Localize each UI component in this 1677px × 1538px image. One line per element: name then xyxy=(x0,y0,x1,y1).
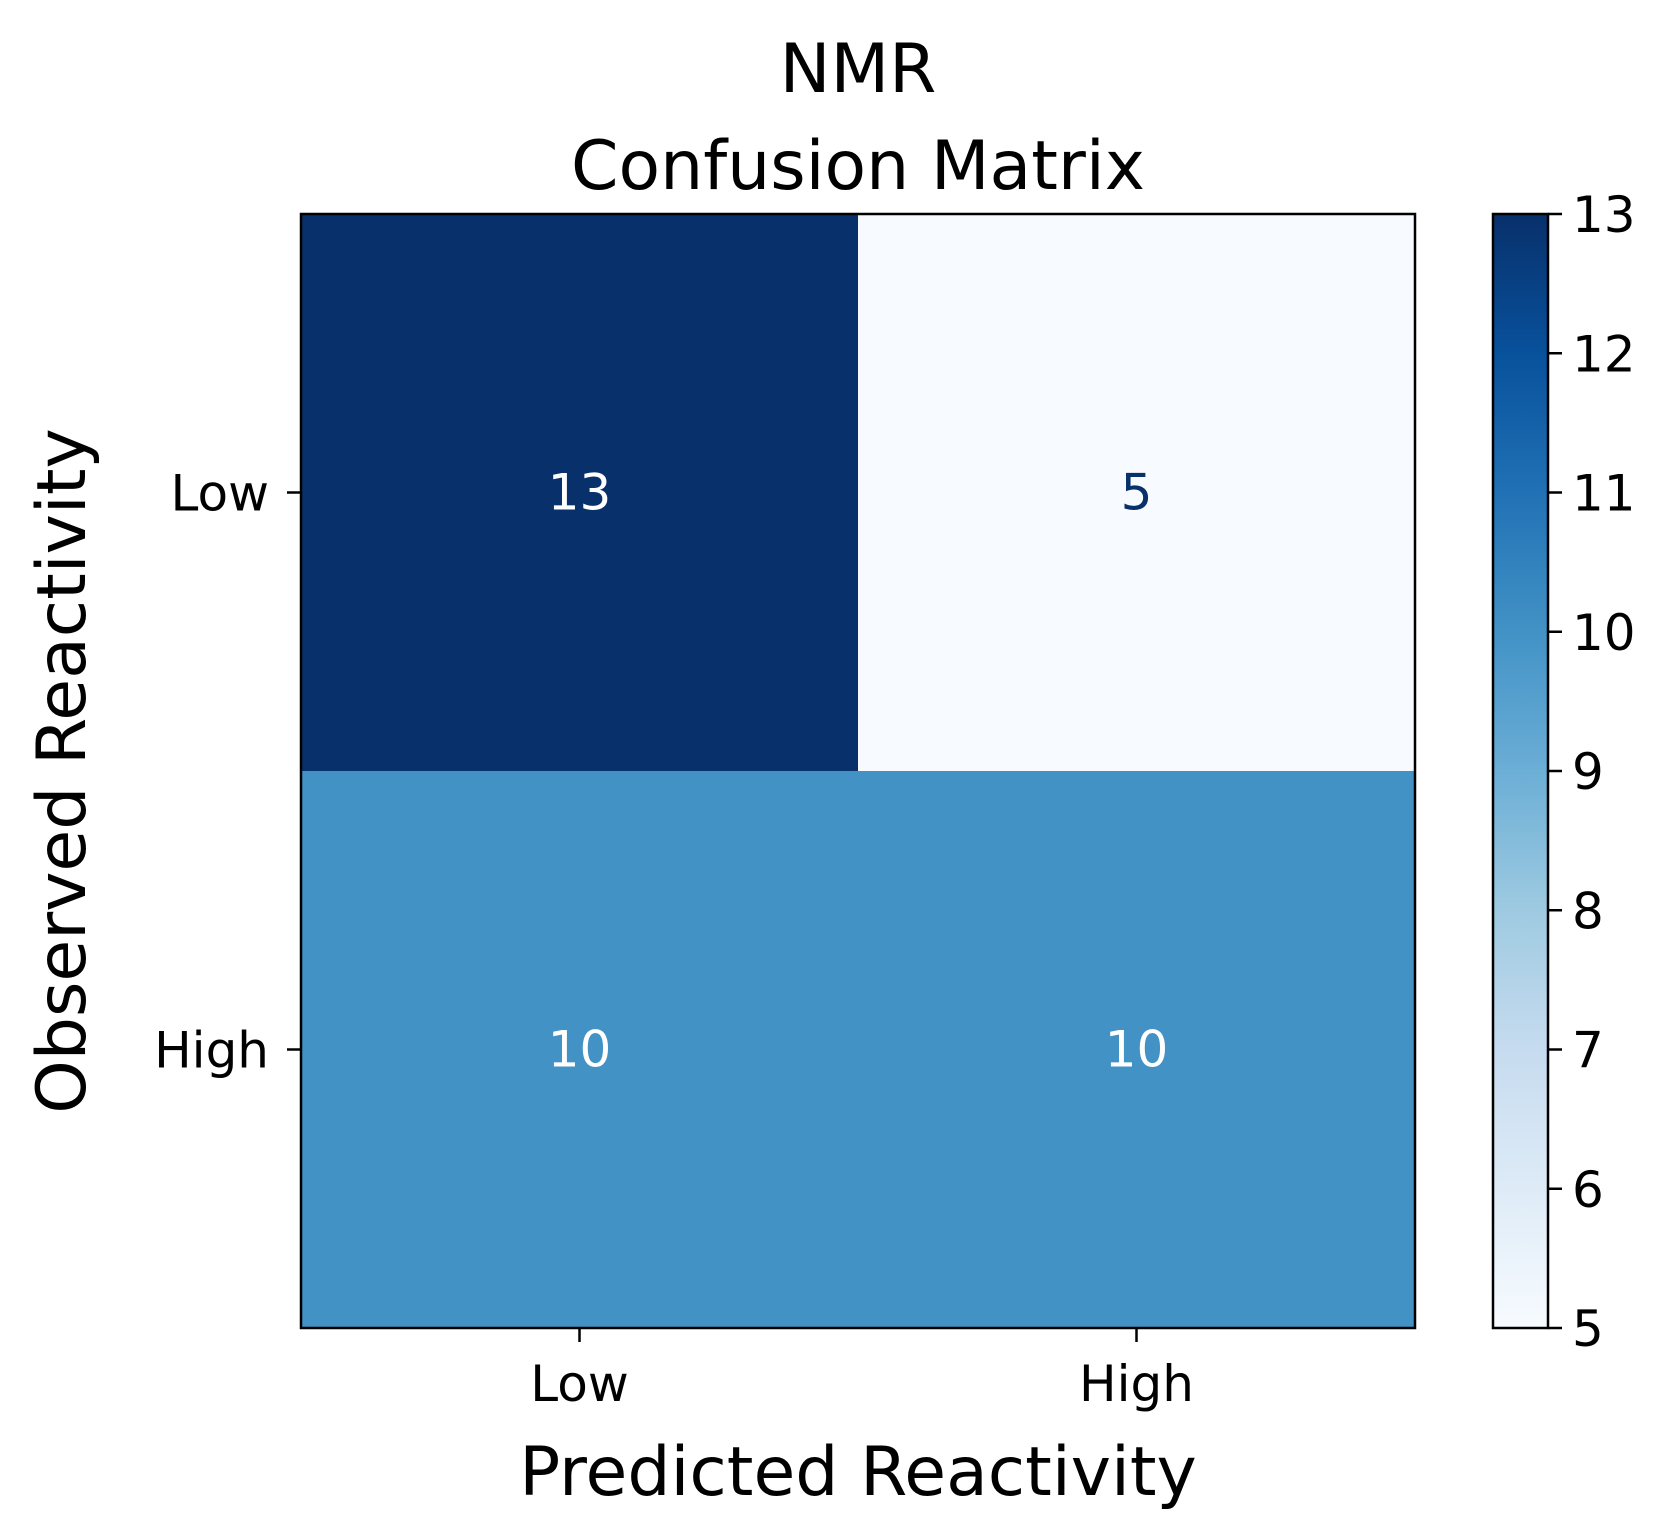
colorbar-tick-label: 7 xyxy=(1572,1022,1604,1080)
x-axis-label: Predicted Reactivity xyxy=(519,1433,1197,1512)
cell-value-label: 13 xyxy=(548,464,612,522)
colorbar xyxy=(1491,212,1550,1330)
x-tick-label: High xyxy=(1079,1355,1194,1413)
colorbar-tick-label: 5 xyxy=(1572,1300,1604,1358)
colorbar-tick-label: 12 xyxy=(1572,325,1636,383)
heatmap-cell xyxy=(858,214,1416,772)
x-tick-label: Low xyxy=(530,1355,628,1413)
chart-title-line-1: NMR xyxy=(780,30,937,109)
heatmap-cell xyxy=(301,214,859,772)
heatmap-cells xyxy=(301,214,1416,1329)
colorbar-tick-label: 11 xyxy=(1572,465,1636,523)
cell-value-label: 10 xyxy=(1105,1021,1169,1079)
y-axis-label: Observed Reactivity xyxy=(23,428,102,1113)
colorbar-tick-label: 10 xyxy=(1572,604,1636,662)
cell-value-label: 5 xyxy=(1121,464,1153,522)
cell-value-label: 10 xyxy=(548,1021,612,1079)
colorbar-tick-label: 9 xyxy=(1572,743,1604,801)
heatmap-cell xyxy=(858,771,1416,1329)
colorbar-tick-label: 13 xyxy=(1572,186,1636,244)
colorbar-tick-label: 8 xyxy=(1572,882,1604,940)
colorbar-tick-label: 6 xyxy=(1572,1161,1604,1219)
colorbar-ticks: 5 6 7 8 9 10 11 12 13 xyxy=(1548,186,1636,1358)
chart-title-line-2: Confusion Matrix xyxy=(571,127,1145,206)
heatmap-cell-labels: 13 5 10 10 xyxy=(548,464,1169,1079)
plot-frame xyxy=(299,212,1417,1330)
y-tick-label: High xyxy=(154,1022,269,1080)
y-tick-label: Low xyxy=(171,465,269,523)
x-axis-ticks: Low High xyxy=(530,1328,1194,1413)
heatmap-cell xyxy=(301,771,859,1329)
y-axis-ticks: Low High xyxy=(154,465,301,1080)
